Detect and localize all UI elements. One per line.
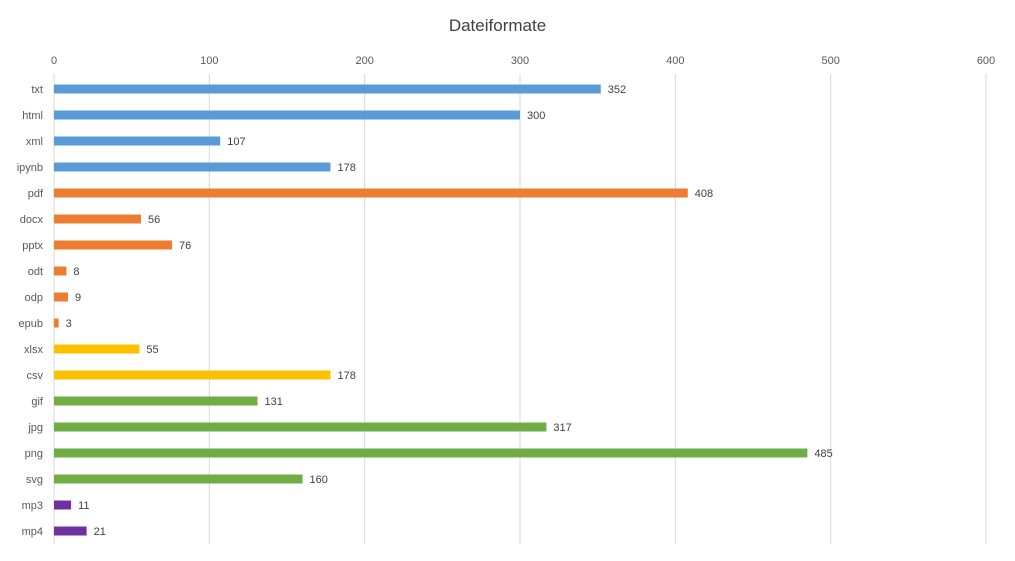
category-label: jpg (27, 422, 43, 434)
bar (54, 84, 601, 94)
x-tick-label: 100 (200, 55, 218, 67)
bar (54, 396, 258, 406)
data-label: 160 (310, 474, 328, 486)
category-label: odp (25, 292, 43, 304)
bar (54, 448, 808, 458)
category-label: xlsx (24, 344, 43, 356)
category-label: gif (31, 396, 44, 408)
data-label: 317 (553, 422, 571, 434)
bar (54, 344, 140, 354)
data-label: 9 (75, 292, 81, 304)
data-label: 8 (73, 266, 79, 278)
data-label: 131 (264, 396, 282, 408)
category-label: pptx (22, 240, 43, 252)
bar (54, 214, 141, 224)
category-label: svg (26, 474, 43, 486)
data-label: 56 (148, 214, 160, 226)
data-label: 178 (337, 370, 355, 382)
category-label: xml (26, 136, 43, 148)
category-label: epub (19, 318, 43, 330)
data-label: 21 (94, 526, 106, 538)
bar (54, 162, 331, 172)
category-label: csv (27, 370, 44, 382)
bar (54, 474, 303, 484)
category-label: odt (28, 266, 43, 278)
category-label: mp3 (22, 500, 43, 512)
chart-title: Dateiformate (448, 16, 547, 35)
data-label: 408 (695, 188, 713, 200)
bar (54, 526, 87, 536)
x-tick-label: 600 (977, 55, 995, 67)
x-tick-label: 300 (511, 55, 529, 67)
data-label: 485 (814, 448, 832, 460)
category-label: docx (20, 214, 44, 226)
category-label: pdf (28, 188, 44, 200)
bar (54, 422, 547, 432)
x-tick-label: 0 (51, 55, 57, 67)
data-label: 178 (337, 162, 355, 174)
category-label: mp4 (22, 526, 43, 538)
data-label: 352 (608, 84, 626, 96)
data-label: 76 (179, 240, 191, 252)
data-label: 107 (227, 136, 245, 148)
x-tick-label: 500 (821, 55, 839, 67)
x-tick-label: 200 (355, 55, 373, 67)
bar (54, 292, 68, 302)
data-label: 3 (66, 318, 72, 330)
bar (54, 188, 688, 198)
bar (54, 266, 67, 276)
x-tick-label: 400 (666, 55, 684, 67)
bar (54, 318, 59, 328)
bar (54, 240, 173, 250)
category-label: txt (31, 84, 43, 96)
bar (54, 370, 331, 380)
bar (54, 136, 221, 146)
data-label: 300 (527, 110, 545, 122)
category-label: html (22, 110, 43, 122)
data-label: 11 (78, 500, 89, 512)
category-label: ipynb (17, 162, 43, 174)
bar (54, 110, 520, 120)
category-label: png (25, 448, 43, 460)
bar (54, 500, 72, 510)
data-label: 55 (146, 344, 158, 356)
